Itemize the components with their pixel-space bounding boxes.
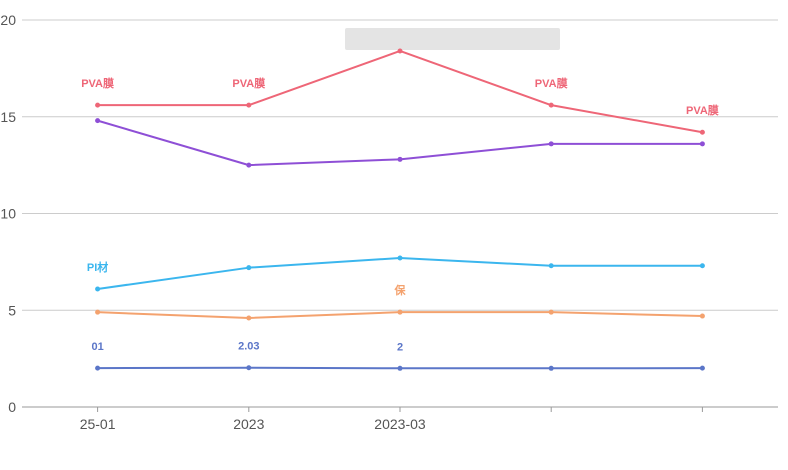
data-point-orange[interactable] — [397, 309, 403, 315]
data-point-blue[interactable] — [548, 365, 554, 371]
data-point-orange[interactable] — [246, 315, 252, 321]
data-point-purple[interactable] — [548, 141, 554, 147]
data-label-pva: PVA膜 — [686, 103, 719, 117]
grid-layer — [22, 19, 778, 408]
data-label-pva: PVA膜 — [535, 76, 568, 90]
y-tick-label: 5 — [8, 302, 16, 318]
data-point-cyan[interactable] — [397, 255, 403, 261]
data-point-orange[interactable] — [95, 309, 101, 315]
data-point-blue[interactable] — [699, 365, 705, 371]
data-point-blue[interactable] — [397, 365, 403, 371]
chart-title-placeholder — [345, 28, 560, 50]
data-point-orange[interactable] — [699, 313, 705, 319]
x-tick-label: 25-01 — [80, 416, 116, 432]
data-point-purple[interactable] — [699, 141, 705, 147]
data-point-pva[interactable] — [95, 102, 101, 108]
data-point-pva[interactable] — [699, 129, 705, 135]
data-point-pva[interactable] — [548, 102, 554, 108]
data-point-cyan[interactable] — [548, 263, 554, 269]
y-tick-label: 10 — [0, 206, 16, 222]
y-tick-label: 15 — [0, 109, 16, 125]
data-point-purple[interactable] — [246, 162, 252, 168]
data-point-pva[interactable] — [397, 48, 403, 54]
y-tick-label: 20 — [0, 12, 16, 28]
data-point-blue[interactable] — [95, 365, 101, 371]
data-label-blue: 01 — [91, 341, 103, 353]
data-label-blue: 2.03 — [238, 341, 259, 353]
data-label-orange: 保 — [394, 283, 407, 297]
data-point-blue[interactable] — [246, 365, 252, 371]
data-label-pva: PVA膜 — [232, 76, 265, 90]
data-point-cyan[interactable] — [699, 263, 705, 269]
x-tick-label: 2023 — [233, 416, 264, 432]
x-tick-label: 2023-03 — [374, 416, 426, 432]
data-point-cyan[interactable] — [95, 286, 101, 292]
data-point-orange[interactable] — [548, 309, 554, 315]
series-line-pva — [97, 49, 703, 134]
data-label-blue: 2 — [397, 341, 403, 353]
data-label-pva: PVA膜 — [81, 76, 114, 90]
axis-layer: 0 5 10 15 20 25-01 2023 2023-03 — [0, 12, 703, 432]
data-point-pva[interactable] — [246, 102, 252, 108]
data-label-cyan: PI材 — [87, 260, 108, 274]
data-point-cyan[interactable] — [246, 265, 252, 271]
series-layer — [95, 48, 705, 371]
data-point-purple[interactable] — [95, 118, 101, 124]
data-point-purple[interactable] — [397, 156, 403, 162]
y-tick-label: 0 — [8, 399, 16, 415]
